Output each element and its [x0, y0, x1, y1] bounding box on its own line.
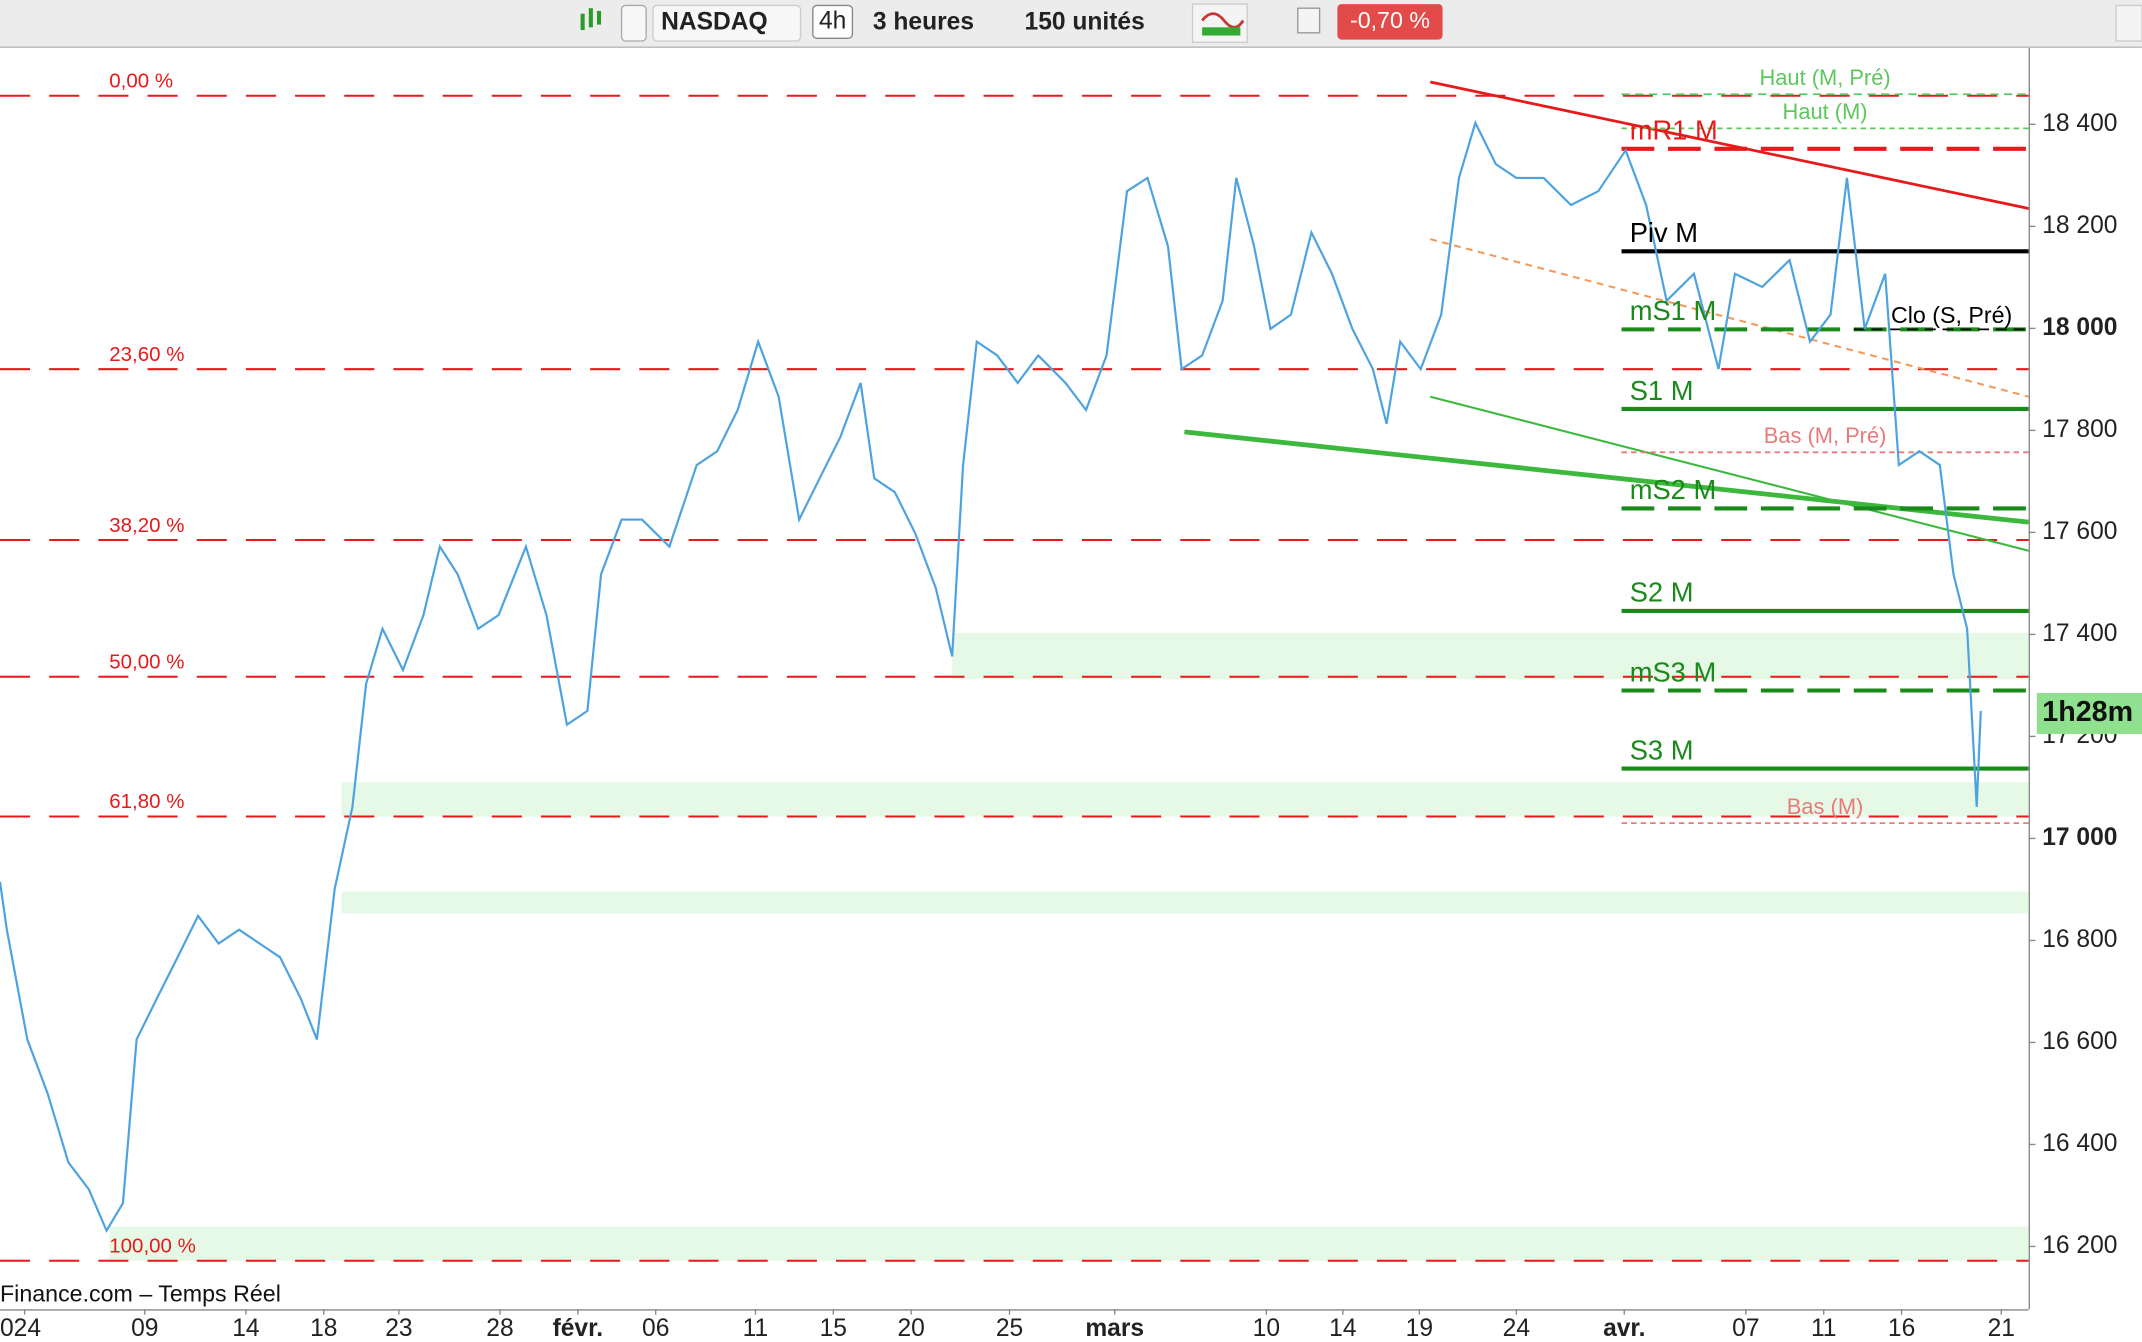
x-tick-label: 19 [1406, 1315, 1433, 1342]
y-tick-label: 17 000 [2042, 824, 2117, 851]
y-tick-label: 17 400 [2042, 620, 2117, 647]
interval: 4h [819, 7, 846, 34]
support-zone [341, 891, 2029, 914]
fib-label: 100,00 % [109, 1234, 196, 1257]
x-tick-label: 28 [486, 1315, 513, 1342]
pivot-label: mS3 M [1630, 656, 1716, 687]
fib-label: 0,00 % [109, 70, 173, 93]
x-tick-label: 024 [0, 1315, 41, 1342]
x-tick-label: 06 [642, 1315, 669, 1342]
pivot-label: Haut (M, Pré) [1759, 65, 1890, 90]
pivot-label: mS2 M [1630, 474, 1716, 505]
x-tick-label: févr. [553, 1315, 604, 1342]
pivot-label: mR1 M [1630, 115, 1718, 146]
refresh-button[interactable] [2115, 4, 2142, 42]
support-zone [109, 1226, 2029, 1261]
price-line [0, 119, 1982, 1234]
x-tick-label: 09 [131, 1315, 158, 1342]
x-tick-label: 23 [385, 1315, 412, 1342]
pivot-label: mS1 M [1630, 295, 1716, 326]
y-tick-label: 18 200 [2042, 212, 2117, 239]
x-tick-label: 20 [898, 1315, 925, 1342]
fib-label: 50,00 % [109, 650, 184, 673]
toolbar [0, 0, 2142, 48]
x-tick-label: 10 [1253, 1315, 1280, 1342]
x-tick-label: 24 [1503, 1315, 1530, 1342]
x-tick-label: avr. [1603, 1315, 1645, 1342]
trendline [1430, 238, 2029, 398]
x-tick-label: 25 [996, 1315, 1023, 1342]
x-tick-label: 11 [1811, 1315, 1837, 1342]
y-tick-label: 16 200 [2042, 1232, 2117, 1259]
source: Finance.com – Temps Réel [0, 1281, 281, 1307]
fib-label: 23,60 % [109, 343, 184, 366]
units[interactable]: 150 unités [1025, 9, 1145, 36]
trendline [1184, 429, 2029, 525]
x-tick-label: mars [1085, 1315, 1144, 1342]
pivot-label: Bas (M, Pré) [1764, 423, 1887, 448]
symbol: NASDAQ [661, 9, 767, 36]
x-tick-label: 15 [820, 1315, 847, 1342]
x-tick-label: 21 [1988, 1315, 2015, 1342]
support-zone [952, 632, 2029, 680]
trendline [1429, 80, 2029, 210]
pivot-label: S2 M [1630, 577, 1694, 608]
pivot-label: S3 M [1630, 734, 1694, 765]
pivot-label: Haut (M) [1783, 99, 1868, 124]
x-tick-label: 18 [310, 1315, 337, 1342]
x-tick-label: 14 [232, 1315, 259, 1342]
y-tick-label: 18 400 [2042, 110, 2117, 137]
pivot-label: Clo (S, Pré) [1891, 302, 2012, 328]
x-tick-label: 11 [743, 1315, 769, 1342]
support-zone [341, 782, 2029, 817]
trendline [1430, 395, 2029, 552]
countdown: 1h28m [2042, 696, 2133, 728]
y-tick-label: 16 800 [2042, 926, 2117, 953]
y-tick-label: 17 600 [2042, 518, 2117, 545]
y-tick-label: 16 400 [2042, 1130, 2117, 1157]
x-tick-label: 16 [1888, 1315, 1915, 1342]
indicator-icon[interactable] [1191, 3, 1248, 44]
candle-icon[interactable] [580, 8, 602, 31]
y-tick-label: 17 800 [2042, 416, 2117, 443]
interval-button[interactable] [812, 4, 854, 39]
plot-area [0, 80, 2029, 1262]
fib-label: 38,20 % [109, 514, 184, 537]
pivot-label: Piv M [1630, 217, 1698, 248]
info-button[interactable] [1297, 7, 1321, 34]
fib-label: 61,80 % [109, 790, 184, 813]
change-badge [1337, 4, 1443, 40]
x-tick-label: 14 [1329, 1315, 1356, 1342]
change: -0,70 % [1350, 7, 1430, 33]
pivot-label: Bas (M) [1787, 794, 1864, 819]
countdown-badge [2036, 692, 2142, 734]
period[interactable]: 3 heures [873, 9, 974, 36]
x-tick-label: 07 [1732, 1315, 1759, 1342]
link-button[interactable] [620, 4, 647, 42]
y-tick-label: 16 600 [2042, 1028, 2117, 1055]
y-tick-label: 18 000 [2042, 314, 2117, 341]
pivot-label: S1 M [1630, 375, 1694, 406]
symbol-select[interactable] [652, 4, 802, 42]
